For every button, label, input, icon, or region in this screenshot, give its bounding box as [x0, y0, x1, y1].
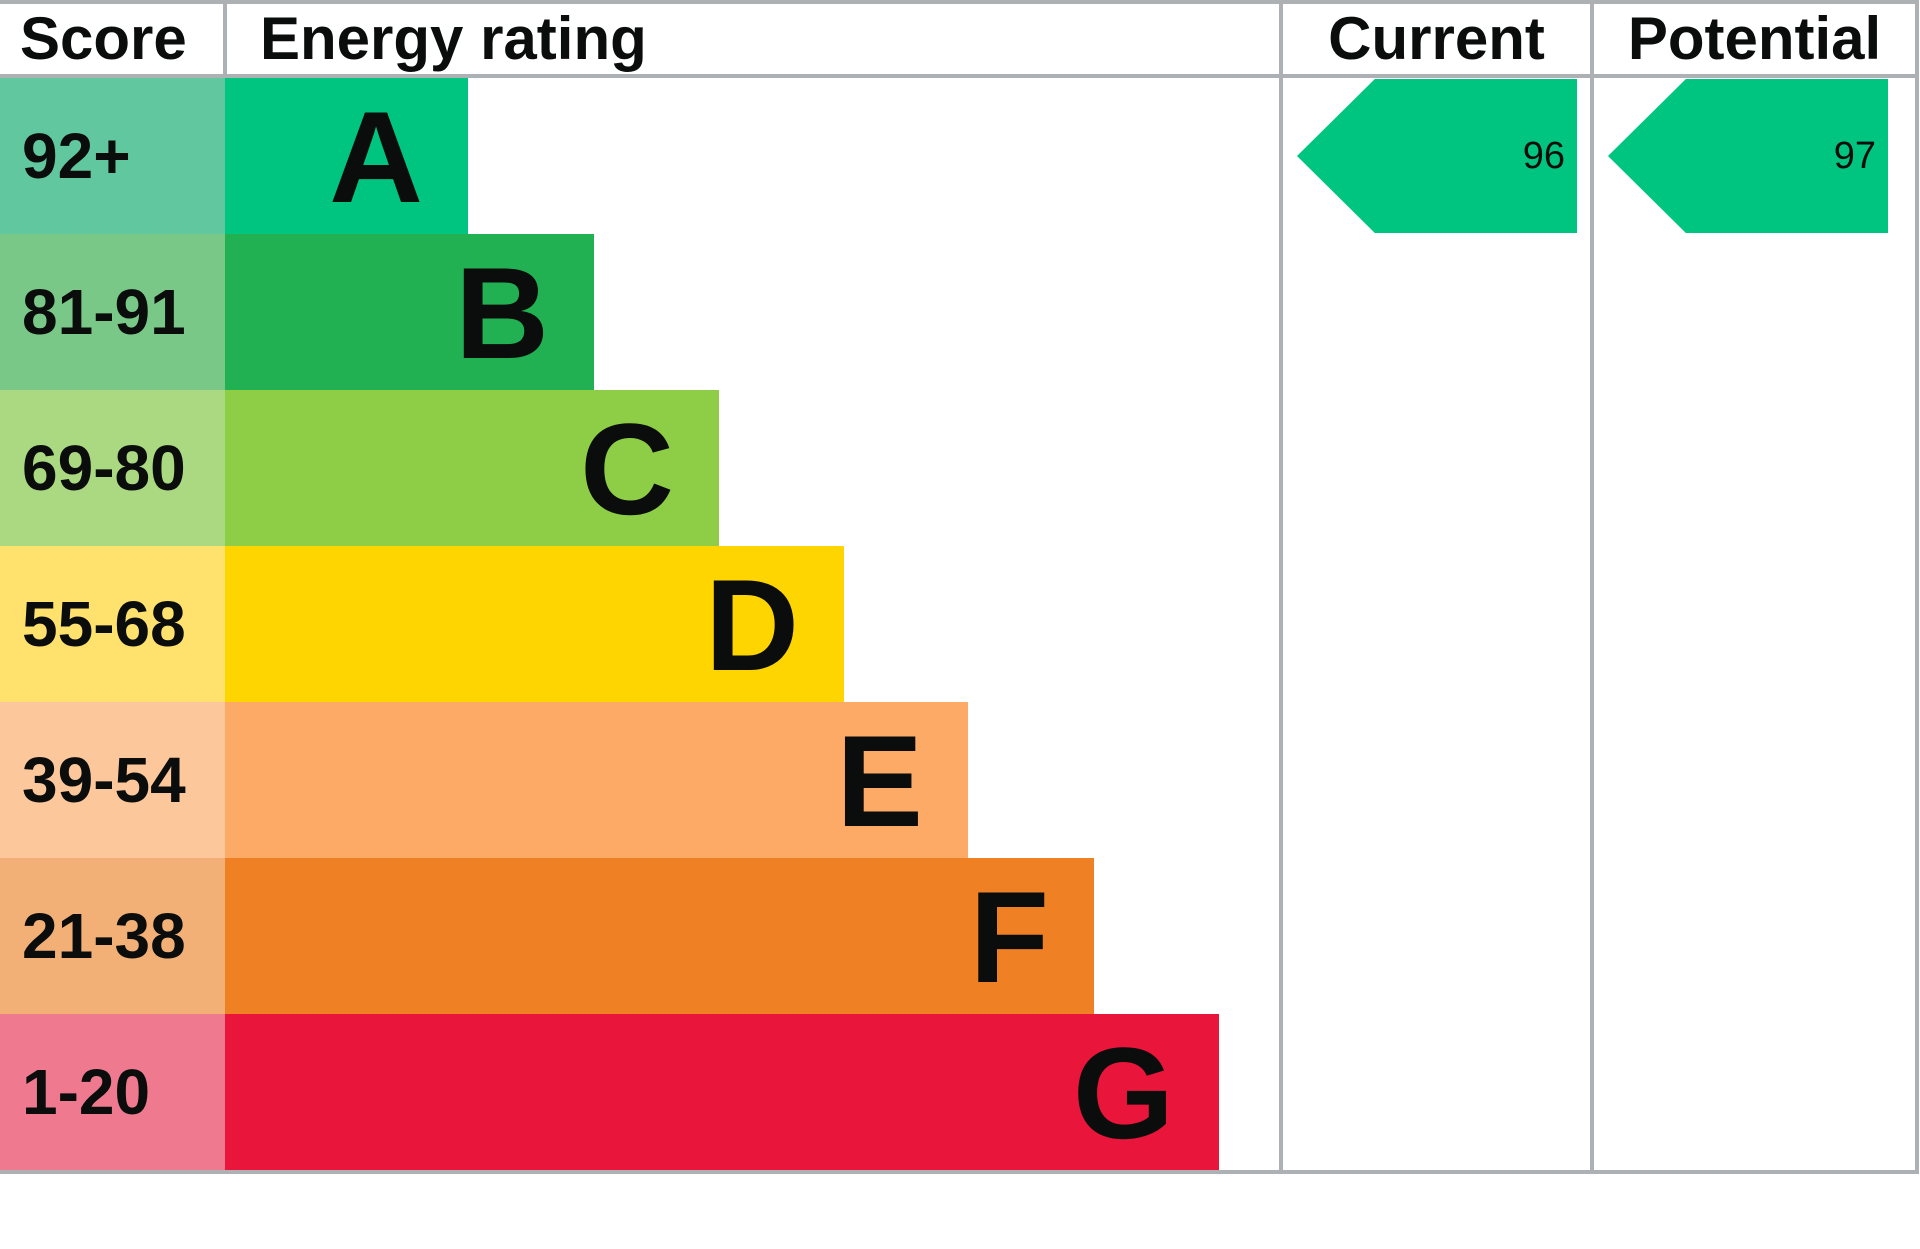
band-row-d: 55-68 D [0, 546, 1920, 702]
score-column-divider [223, 0, 227, 74]
band-a-letter: A [329, 84, 423, 230]
band-row-b: 81-91 B [0, 234, 1920, 390]
band-f-score-cell: 21-38 [0, 858, 225, 1014]
band-b-bar: B [225, 234, 594, 390]
band-f-score-label: 21-38 [22, 900, 186, 972]
band-g-letter: G [1072, 1020, 1174, 1166]
band-a-score-label: 92+ [22, 120, 131, 192]
potential-rating-value: 97 [1833, 135, 1876, 177]
band-row-e: 39-54 E [0, 702, 1920, 858]
band-e-bar: E [225, 702, 968, 858]
band-f-bar: F [225, 858, 1094, 1014]
current-column-divider [1279, 0, 1283, 1174]
band-b-score-cell: 81-91 [0, 234, 225, 390]
bottom-border-line [0, 1170, 1919, 1174]
potential-column-divider [1590, 0, 1594, 1174]
right-border-line [1915, 0, 1919, 1174]
band-row-g: 1-20 G [0, 1014, 1920, 1170]
current-rating-value: 96 [1522, 135, 1565, 177]
band-b-letter: B [455, 240, 549, 386]
band-a-bar: A [225, 78, 468, 234]
band-d-bar: D [225, 546, 844, 702]
top-border-line [0, 0, 1919, 4]
band-f-letter: F [969, 864, 1049, 1010]
band-g-score-label: 1-20 [22, 1056, 151, 1128]
current-header: Current [1328, 5, 1545, 72]
band-c-letter: C [580, 396, 674, 542]
band-c-score-cell: 69-80 [0, 390, 225, 546]
band-row-a: 92+ A [0, 78, 1920, 234]
header-divider-line [0, 74, 1919, 78]
energy-rating-header: Energy rating [260, 5, 647, 72]
band-g-score-cell: 1-20 [0, 1014, 225, 1170]
band-e-score-label: 39-54 [22, 744, 186, 816]
band-e-score-cell: 39-54 [0, 702, 225, 858]
band-d-letter: D [705, 552, 799, 698]
band-a-score-cell: 92+ [0, 78, 225, 234]
band-d-score-label: 55-68 [22, 588, 186, 660]
band-e-letter: E [836, 708, 923, 854]
band-c-bar: C [225, 390, 719, 546]
potential-header: Potential [1627, 5, 1882, 72]
band-row-f: 21-38 F [0, 858, 1920, 1014]
band-g-bar: G [225, 1014, 1219, 1170]
score-header: Score [20, 5, 187, 72]
band-b-score-label: 81-91 [22, 276, 186, 348]
band-d-score-cell: 55-68 [0, 546, 225, 702]
band-row-c: 69-80 C [0, 390, 1920, 546]
band-c-score-label: 69-80 [22, 432, 186, 504]
